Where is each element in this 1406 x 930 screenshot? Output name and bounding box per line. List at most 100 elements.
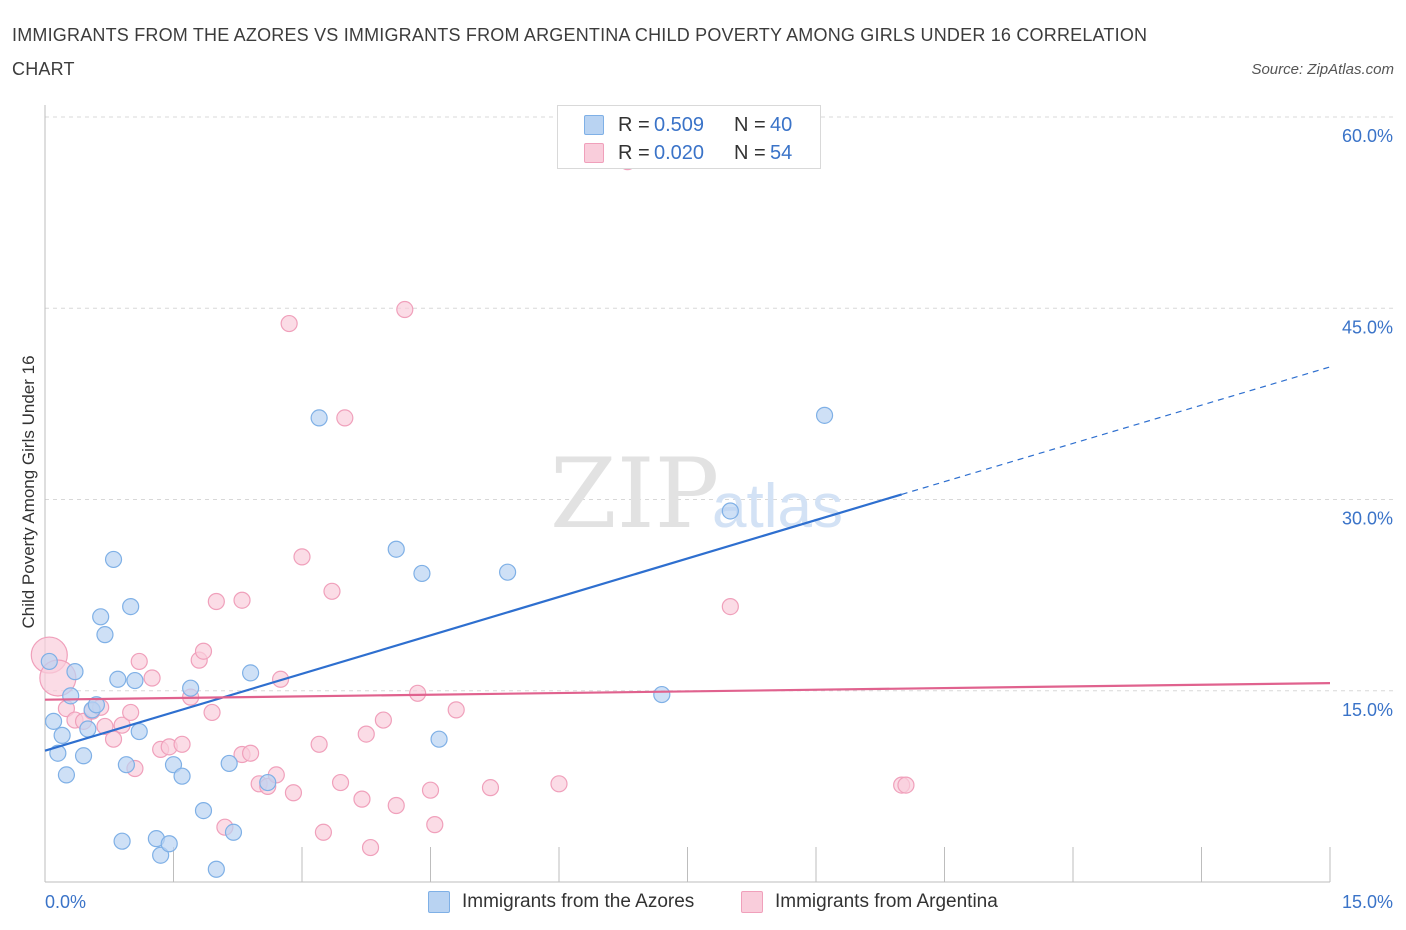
azores-trend-line xyxy=(44,493,902,752)
azores-point xyxy=(182,679,200,697)
legend-item-argentina[interactable]: Immigrants from Argentina xyxy=(741,888,998,916)
argentina-point xyxy=(387,796,405,815)
argentina-point xyxy=(194,642,213,660)
argentina-swatch xyxy=(584,143,604,163)
azores-point xyxy=(164,756,183,774)
n-value: 40 xyxy=(770,113,793,136)
n-label: N = xyxy=(734,113,766,136)
azores-point xyxy=(40,652,58,671)
azores-point xyxy=(499,563,517,581)
r-label: R = xyxy=(618,113,650,136)
x-tick-label: 15.0% xyxy=(1342,892,1393,912)
n-label: N = xyxy=(734,141,766,164)
argentina-point xyxy=(207,592,225,611)
argentina-trend-line xyxy=(44,682,1331,701)
azores-point xyxy=(815,406,834,424)
azores-point xyxy=(74,747,93,765)
argentina-point xyxy=(122,703,140,722)
azores-point xyxy=(721,502,739,520)
azores-point xyxy=(49,744,67,762)
azores-point xyxy=(160,835,178,853)
azores-point xyxy=(126,671,144,690)
chart-title: IMMIGRANTS FROM THE AZORES VS IMMIGRANTS… xyxy=(12,25,1148,79)
y-tick-label: 60.0% xyxy=(1342,126,1393,146)
argentina-point xyxy=(104,730,123,748)
azores-point xyxy=(87,696,106,714)
argentina-point xyxy=(409,684,427,702)
stats-row-azores: R = 0.509 N = 40 xyxy=(584,113,792,137)
argentina-point xyxy=(357,725,375,743)
argentina-point xyxy=(314,823,333,841)
legend-label-azores: Immigrants from the Azores xyxy=(462,891,695,912)
argentina-point xyxy=(280,314,298,333)
argentina-point xyxy=(331,773,350,792)
argentina-point xyxy=(361,838,380,857)
r-value: 0.020 xyxy=(654,141,705,164)
argentina-point xyxy=(550,775,568,793)
argentina-point xyxy=(203,703,221,722)
r-value: 0.509 xyxy=(654,113,705,136)
argentina-point xyxy=(426,816,444,834)
azores-point xyxy=(117,756,135,774)
argentina-point xyxy=(242,744,260,762)
argentina-point xyxy=(421,781,440,799)
argentina-point xyxy=(336,409,354,427)
azores-point xyxy=(173,767,191,785)
argentina-point xyxy=(897,776,915,794)
stats-box: R = 0.509 N = 40 R = 0.020 N = 54 xyxy=(557,105,821,169)
argentina-point xyxy=(481,779,500,797)
y-axis-label: Child Poverty Among Girls Under 16 xyxy=(19,355,38,628)
argentina-point xyxy=(353,790,371,808)
azores-point xyxy=(130,722,148,741)
azores-point xyxy=(224,823,243,841)
azores-swatch xyxy=(584,115,604,135)
azores-point xyxy=(113,832,131,850)
azores-point xyxy=(207,860,225,878)
watermark-zip: ZIP xyxy=(550,438,719,550)
azores-trend-extension xyxy=(901,366,1331,495)
azores-point xyxy=(57,766,76,784)
azores-point xyxy=(310,409,328,427)
azores-point xyxy=(653,685,671,704)
azores-point xyxy=(413,564,431,583)
y-tick-label: 45.0% xyxy=(1342,317,1393,337)
azores-point xyxy=(109,670,127,688)
azores-point xyxy=(152,846,170,864)
stats-row-argentina: R = 0.020 N = 54 xyxy=(584,141,792,165)
argentina-point xyxy=(323,582,341,600)
azores-point xyxy=(66,663,84,681)
y-tick-label: 15.0% xyxy=(1342,700,1393,720)
legend-swatch-azores xyxy=(428,891,450,913)
x-tick-label: 0.0% xyxy=(45,892,86,912)
azores-point xyxy=(79,720,97,738)
argentina-point xyxy=(173,735,191,753)
azores-point xyxy=(53,726,71,744)
argentina-point xyxy=(374,711,392,729)
azores-point xyxy=(44,712,63,730)
argentina-point xyxy=(284,784,303,802)
legend-item-azores[interactable]: Immigrants from the Azores xyxy=(428,888,694,916)
azores-point xyxy=(242,664,260,682)
argentina-point xyxy=(310,735,328,753)
argentina-point xyxy=(447,701,465,719)
argentina-point xyxy=(396,300,414,319)
legend-swatch-argentina xyxy=(741,891,763,913)
azores-point xyxy=(122,597,140,616)
r-label: R = xyxy=(618,141,650,164)
legend-label-argentina: Immigrants from Argentina xyxy=(775,891,998,912)
argentina-point xyxy=(721,597,739,616)
argentina-point xyxy=(130,652,148,671)
azores-point xyxy=(96,626,114,644)
source-label: Source: ZipAtlas.com xyxy=(1251,61,1394,78)
azores-point xyxy=(387,540,405,558)
y-tick-label: 30.0% xyxy=(1342,509,1393,529)
azores-point xyxy=(430,730,448,748)
argentina-point xyxy=(143,669,161,687)
azores-point xyxy=(259,773,277,792)
azores-point xyxy=(62,687,80,705)
azores-point xyxy=(104,550,123,569)
azores-point xyxy=(220,754,238,773)
azores-point xyxy=(194,801,213,820)
argentina-point xyxy=(233,591,251,609)
argentina-point xyxy=(293,548,311,566)
